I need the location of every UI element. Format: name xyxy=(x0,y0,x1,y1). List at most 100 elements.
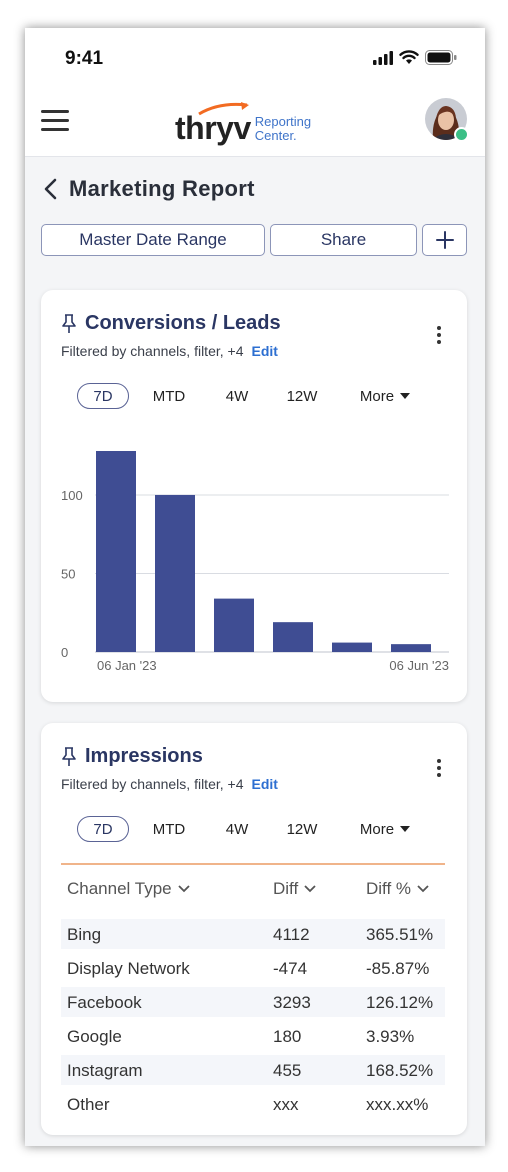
cell-channel: Display Network xyxy=(67,959,190,978)
cell-diff-pct: -85.87% xyxy=(366,959,430,978)
table-row[interactable]: Google 180 3.93% xyxy=(61,1021,445,1051)
range-option-more[interactable]: More xyxy=(353,383,417,409)
y-tick-label: 50 xyxy=(61,566,75,581)
logo-subtitle-line1: Reporting xyxy=(254,114,312,129)
cell-diff-pct: 365.51% xyxy=(366,925,434,944)
thryv-logo: thryv Reporting Center. xyxy=(175,100,311,144)
logo-word: thryv xyxy=(175,110,251,146)
cell-diff-pct: 168.52% xyxy=(366,1061,434,1080)
presence-indicator xyxy=(454,127,469,142)
chart-bar xyxy=(155,494,195,652)
range-more-label: More xyxy=(359,820,395,838)
conversions-bar-chart: 0 50 100 06 Jan '23 06 Jun '23 xyxy=(61,450,449,673)
range-option-12w[interactable]: 12W xyxy=(286,820,318,838)
chevron-down-icon xyxy=(417,885,429,893)
cell-diff: 3293 xyxy=(273,993,311,1012)
column-header-label: Diff xyxy=(273,879,299,898)
add-widget-button[interactable] xyxy=(422,224,467,256)
conversions-card: Conversions / Leads Filtered by channels… xyxy=(41,290,467,702)
status-time: 9:41 xyxy=(65,48,104,69)
range-option-7d[interactable]: 7D xyxy=(77,383,129,409)
logo-arrow-icon xyxy=(198,102,249,116)
app-header: thryv Reporting Center. xyxy=(25,88,485,157)
user-photo-icon xyxy=(425,98,467,140)
caret-down-icon xyxy=(400,393,411,399)
menu-icon[interactable] xyxy=(41,110,69,132)
conversions-edit-link[interactable]: Edit xyxy=(251,343,278,359)
status-icons xyxy=(373,50,457,65)
table-row[interactable]: Facebook 3293 126.12% xyxy=(61,987,445,1017)
range-option-4w[interactable]: 4W xyxy=(225,820,249,838)
column-header-channel-type[interactable]: Channel Type xyxy=(67,879,190,899)
cell-diff-pct: 3.93% xyxy=(366,1027,415,1046)
share-button[interactable]: Share xyxy=(270,224,417,256)
cell-diff: -474 xyxy=(273,959,308,978)
phone-screen: 9:41 xyxy=(25,28,485,1146)
y-tick-label: 0 xyxy=(61,645,68,660)
cell-channel: Other xyxy=(67,1095,110,1114)
pin-icon[interactable] xyxy=(61,313,77,334)
cell-diff-pct: xxx.xx% xyxy=(366,1095,429,1114)
cell-diff: xxx xyxy=(273,1095,299,1114)
cell-channel: Facebook xyxy=(67,993,142,1012)
impressions-card-title: Impressions xyxy=(85,745,203,767)
table-row[interactable]: Instagram 455 168.52% xyxy=(61,1055,445,1085)
conversions-filter-summary: Filtered by channels, filter, +4 Edit xyxy=(61,343,278,359)
range-option-12w[interactable]: 12W xyxy=(286,387,318,405)
chevron-down-icon xyxy=(177,885,190,893)
impressions-card-header: Impressions xyxy=(61,745,203,768)
chevron-down-icon xyxy=(304,885,316,893)
range-option-more[interactable]: More xyxy=(353,816,417,842)
cell-diff: 4112 xyxy=(273,925,310,944)
column-header-label: Channel Type xyxy=(67,879,172,898)
signal-icon xyxy=(373,50,393,65)
wifi-icon xyxy=(399,50,419,64)
column-header-diff-pct[interactable]: Diff % xyxy=(366,879,429,899)
page-header: Marketing Report xyxy=(43,176,255,202)
table-row[interactable]: Bing 4112 365.51% xyxy=(61,919,445,949)
caret-down-icon xyxy=(400,826,411,832)
chart-bar xyxy=(332,642,372,652)
cell-channel: Instagram xyxy=(67,1061,143,1080)
page-title: Marketing Report xyxy=(69,176,255,201)
conversions-card-title: Conversions / Leads xyxy=(85,312,281,334)
impressions-card: Impressions Filtered by channels, filter… xyxy=(41,723,467,1135)
range-option-mtd[interactable]: MTD xyxy=(152,820,186,838)
impressions-more-options-icon[interactable] xyxy=(437,759,443,780)
range-option-mtd[interactable]: MTD xyxy=(152,387,186,405)
logo-subtitle-line2: Center. xyxy=(254,128,297,143)
conversions-more-options-icon[interactable] xyxy=(437,326,443,347)
master-date-range-button[interactable]: Master Date Range xyxy=(41,224,265,256)
conversions-filter-text: Filtered by channels, filter, +4 xyxy=(61,343,244,359)
cell-diff-pct: 126.12% xyxy=(366,993,434,1012)
range-more-label: More xyxy=(359,387,395,405)
battery-icon xyxy=(425,50,457,65)
chart-bar xyxy=(391,644,431,652)
chart-bar xyxy=(214,598,254,652)
column-header-label: Diff % xyxy=(366,879,412,898)
cell-channel: Google xyxy=(67,1027,122,1046)
chart-bar xyxy=(96,450,136,652)
avatar[interactable] xyxy=(425,98,469,142)
table-row[interactable]: Display Network -474 -85.87% xyxy=(61,953,445,983)
cell-channel: Bing xyxy=(67,925,102,944)
cell-diff: 180 xyxy=(273,1027,302,1046)
status-bar: 9:41 xyxy=(25,28,485,88)
x-tick-label: 06 Jun '23 xyxy=(389,658,449,673)
range-option-7d[interactable]: 7D xyxy=(77,816,129,842)
table-header-rule xyxy=(61,863,445,865)
conversions-card-header: Conversions / Leads xyxy=(61,312,281,335)
y-tick-label: 100 xyxy=(61,488,83,503)
chart-bar xyxy=(273,622,313,652)
impressions-edit-link[interactable]: Edit xyxy=(251,776,278,792)
table-row[interactable]: Other xxx xxx.xx% xyxy=(61,1089,445,1119)
back-chevron-icon[interactable] xyxy=(43,178,57,200)
impressions-filter-text: Filtered by channels, filter, +4 xyxy=(61,776,244,792)
x-tick-label: 06 Jan '23 xyxy=(97,658,157,673)
column-header-diff[interactable]: Diff xyxy=(273,879,316,899)
pin-icon[interactable] xyxy=(61,746,77,767)
cell-diff: 455 xyxy=(273,1061,302,1080)
impressions-filter-summary: Filtered by channels, filter, +4 Edit xyxy=(61,776,278,792)
plus-icon xyxy=(435,231,454,249)
range-option-4w[interactable]: 4W xyxy=(225,387,249,405)
